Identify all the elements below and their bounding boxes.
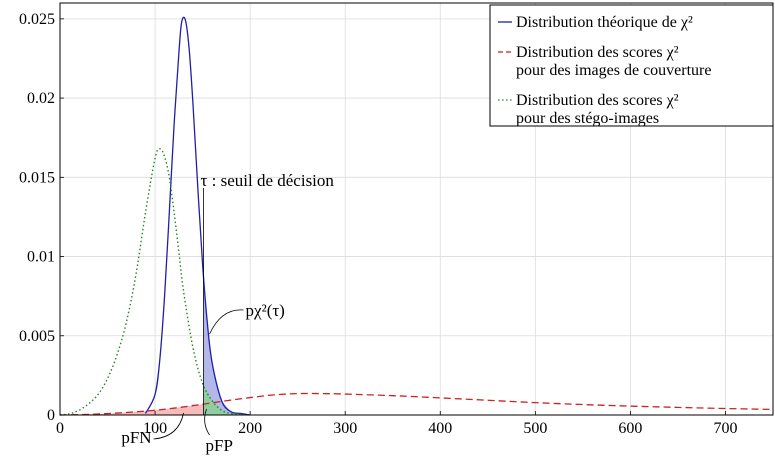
x-tick-label: 600 <box>618 420 642 437</box>
x-tick-label: 100 <box>143 420 167 437</box>
pfn-area <box>60 404 204 415</box>
pfp-label: pFP <box>206 436 233 455</box>
pfn-label-leader <box>153 412 184 440</box>
series-lines <box>59 16 774 416</box>
series-line-1 <box>144 16 251 416</box>
x-tick-label: 400 <box>428 420 452 437</box>
legend-label-1: Distribution théorique de χ² <box>516 14 693 31</box>
y-tick-label: 0.025 <box>19 11 55 28</box>
y-tick-label: 0.015 <box>19 169 55 186</box>
annotations: τ : seuil de décision pχ²(τ) pFN pFP <box>121 171 334 455</box>
legend-box <box>489 4 774 127</box>
x-tick-label: 0 <box>56 420 64 437</box>
p-label: pχ²(τ) <box>246 301 285 320</box>
pfn-label: pFN <box>121 428 151 447</box>
series-line-2 <box>59 392 774 416</box>
pfp-area <box>203 385 251 415</box>
y-tick-label: 0.01 <box>27 249 55 266</box>
y-tick-label: 0.005 <box>19 328 55 345</box>
x-tick-label: 200 <box>238 420 262 437</box>
x-tick-label: 700 <box>713 420 737 437</box>
series-line-3 <box>59 148 251 416</box>
x-tick-label: 500 <box>523 420 547 437</box>
legend-label-3: Distribution des scores χ² <box>516 92 679 109</box>
axis-ticks: 0 100 200 300 400 500 600 700 0 0.005 0.01 0.015 0.0… <box>19 11 737 437</box>
y-tick-label: 0 <box>47 407 55 424</box>
pfp-label-leader <box>204 408 210 436</box>
p-label-leader <box>209 309 244 335</box>
legend-label-2-line2: pour des images de couverture <box>516 62 711 79</box>
legend: Distribution théorique de χ² Distribution… <box>489 4 774 127</box>
legend-label-2: Distribution des scores χ² <box>516 44 679 61</box>
legend-label-3-line2: pour des stégo-images <box>516 110 659 127</box>
p-value-area <box>203 276 251 415</box>
x-tick-label: 300 <box>333 420 357 437</box>
plot-frame <box>59 2 774 416</box>
y-tick-label: 0.02 <box>27 90 55 107</box>
threshold-label: τ : seuil de décision <box>201 171 335 190</box>
